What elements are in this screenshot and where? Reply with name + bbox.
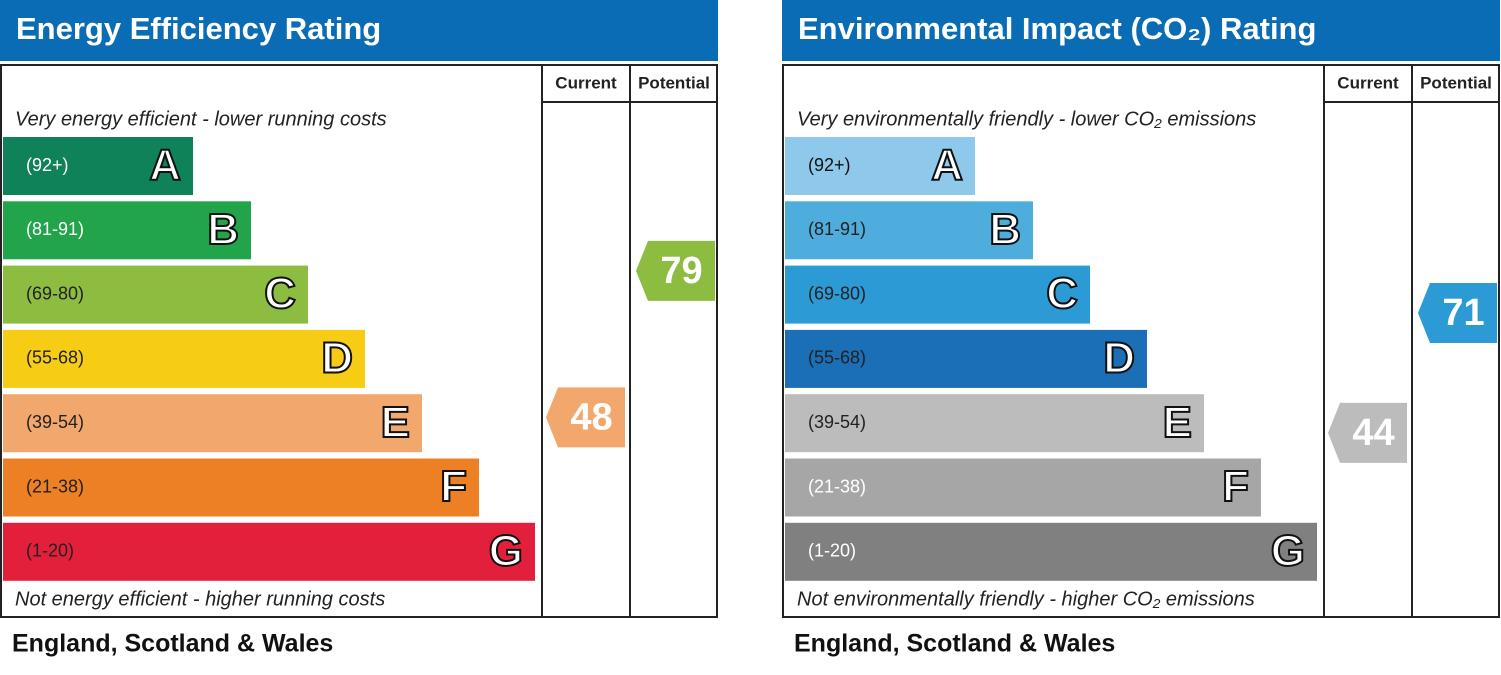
band-range: (39-54)	[808, 412, 866, 432]
header-bar	[782, 0, 1500, 61]
footer: England, Scotland & Wales	[12, 630, 333, 658]
band-range: (69-80)	[26, 283, 84, 303]
rating-band	[785, 394, 1204, 453]
column-header: Potential	[638, 73, 710, 92]
rating-band	[3, 394, 422, 453]
band-range: (21-38)	[808, 476, 866, 496]
rating-arrow	[1418, 283, 1497, 344]
band-range: (55-68)	[808, 348, 866, 368]
panel-title: Environmental Impact (CO₂) Rating	[798, 11, 1316, 46]
band-range: (1-20)	[26, 541, 74, 561]
table-frame	[782, 64, 1500, 618]
rating-band	[3, 458, 479, 517]
band-letter: G	[1271, 526, 1305, 575]
band-range: (92+)	[808, 155, 851, 175]
rating-value: 44	[1352, 412, 1394, 454]
rating-band	[785, 137, 975, 195]
band-range: (21-38)	[26, 476, 84, 496]
band-letter: G	[489, 526, 523, 575]
top-note: Very energy efficient - lower running co…	[15, 108, 387, 130]
rating-band	[785, 458, 1261, 517]
rating-band	[3, 522, 535, 581]
rating-band	[785, 522, 1317, 581]
rating-band	[3, 329, 365, 388]
rating-band	[785, 201, 1033, 260]
rating-band	[3, 201, 251, 260]
top-note: Very environmentally friendly - lower CO…	[797, 108, 1256, 130]
band-letter: D	[321, 334, 353, 383]
band-range: (1-20)	[808, 541, 856, 561]
band-letter: C	[264, 269, 296, 318]
rating-value: 79	[660, 250, 702, 292]
rating-band	[785, 329, 1147, 388]
rating-arrow	[1328, 402, 1407, 463]
band-letter: A	[931, 141, 963, 190]
band-letter: B	[989, 205, 1021, 254]
band-range: (39-54)	[26, 412, 84, 432]
band-range: (81-91)	[26, 219, 84, 239]
band-letter: C	[1046, 269, 1078, 318]
band-range: (69-80)	[808, 283, 866, 303]
band-letter: E	[381, 398, 410, 447]
header-bar	[0, 0, 718, 61]
band-letter: D	[1103, 334, 1135, 383]
band-letter: F	[1222, 462, 1249, 511]
bottom-note: Not environmentally friendly - higher CO…	[797, 588, 1255, 610]
band-range: (92+)	[26, 155, 69, 175]
column-header: Potential	[1420, 73, 1492, 92]
rating-arrow	[636, 240, 715, 301]
band-range: (55-68)	[26, 348, 84, 368]
panel: Energy Efficiency Rating Current Potential…	[0, 0, 718, 658]
rating-arrow	[546, 387, 625, 448]
band-letter: F	[440, 462, 467, 511]
panel: Environmental Impact (CO₂) Rating Current…	[782, 0, 1500, 658]
band-letter: B	[207, 205, 239, 254]
bottom-note: Not energy efficient - higher running co…	[15, 588, 385, 610]
rating-band	[785, 265, 1090, 324]
column-header: Current	[555, 73, 617, 92]
table-frame	[0, 64, 718, 618]
footer: England, Scotland & Wales	[794, 630, 1115, 658]
panel-title: Energy Efficiency Rating	[16, 11, 381, 46]
rating-value: 71	[1442, 292, 1484, 334]
rating-value: 48	[570, 396, 612, 438]
band-letter: E	[1163, 398, 1192, 447]
band-letter: A	[149, 141, 181, 190]
band-range: (81-91)	[808, 219, 866, 239]
rating-band	[3, 265, 308, 324]
column-header: Current	[1337, 73, 1399, 92]
rating-band	[3, 137, 193, 195]
